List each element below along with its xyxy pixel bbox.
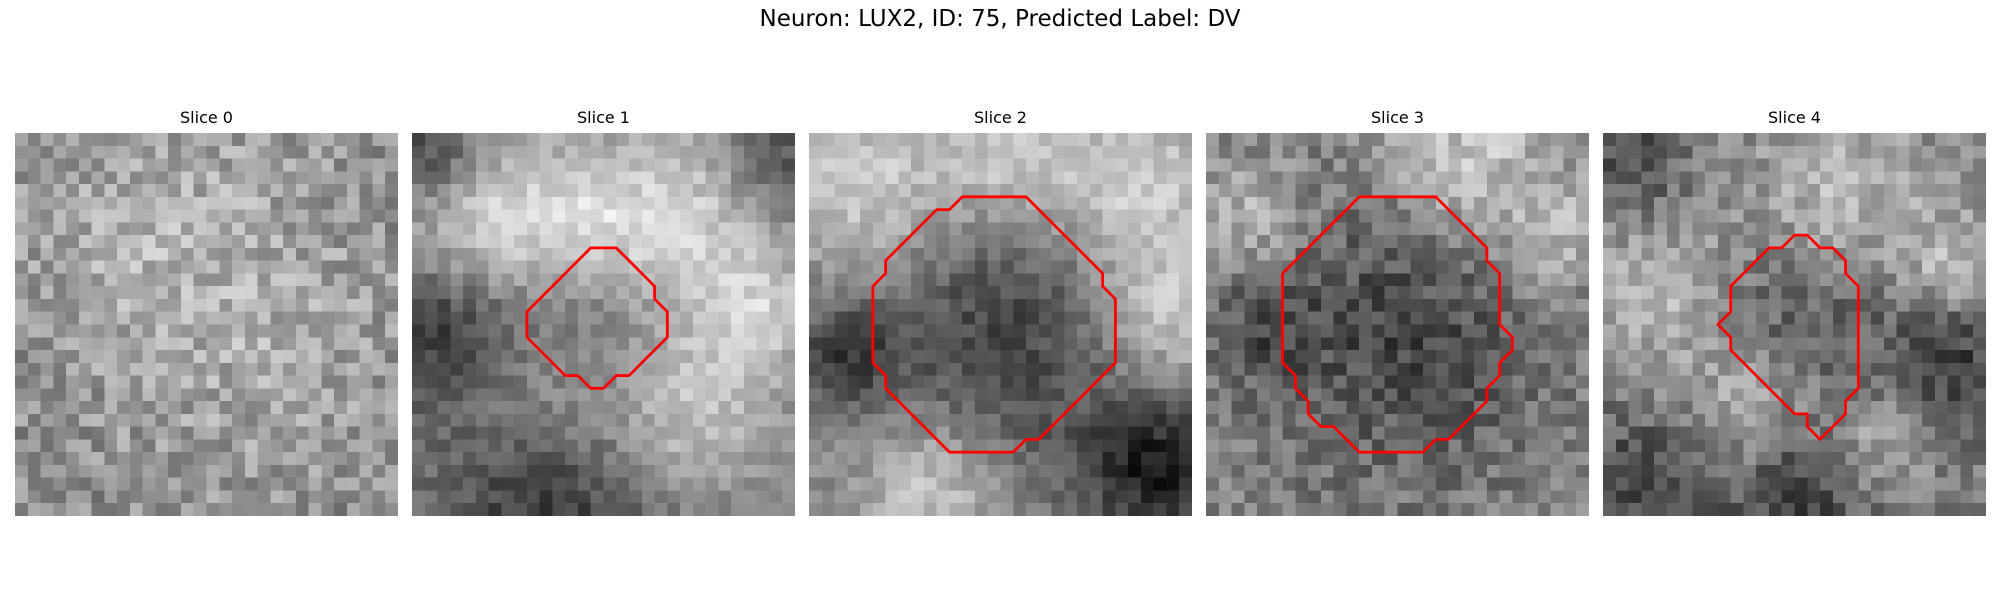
pixel-grid xyxy=(1206,133,1589,516)
slice-title: Slice 4 xyxy=(1768,108,1821,127)
slice-image xyxy=(809,133,1192,516)
pixel-grid xyxy=(15,133,398,516)
slice-image xyxy=(15,133,398,516)
pixel-grid xyxy=(412,133,795,516)
slice-image xyxy=(1206,133,1589,516)
slice-image xyxy=(1603,133,1986,516)
cell-outline xyxy=(525,246,669,390)
pixel-grid xyxy=(809,133,1192,516)
cell-outline xyxy=(871,195,1117,454)
figure-title: Neuron: LUX2, ID: 75, Predicted Label: D… xyxy=(759,6,1241,32)
slice-title: Slice 2 xyxy=(974,108,1027,127)
pixel-grid xyxy=(1603,133,1986,516)
slice-title: Slice 3 xyxy=(1371,108,1424,127)
cell-outline xyxy=(1716,233,1860,441)
slice-title: Slice 1 xyxy=(577,108,630,127)
cell-outline xyxy=(1281,195,1514,454)
slice-image xyxy=(412,133,795,516)
slice-title: Slice 0 xyxy=(180,108,233,127)
